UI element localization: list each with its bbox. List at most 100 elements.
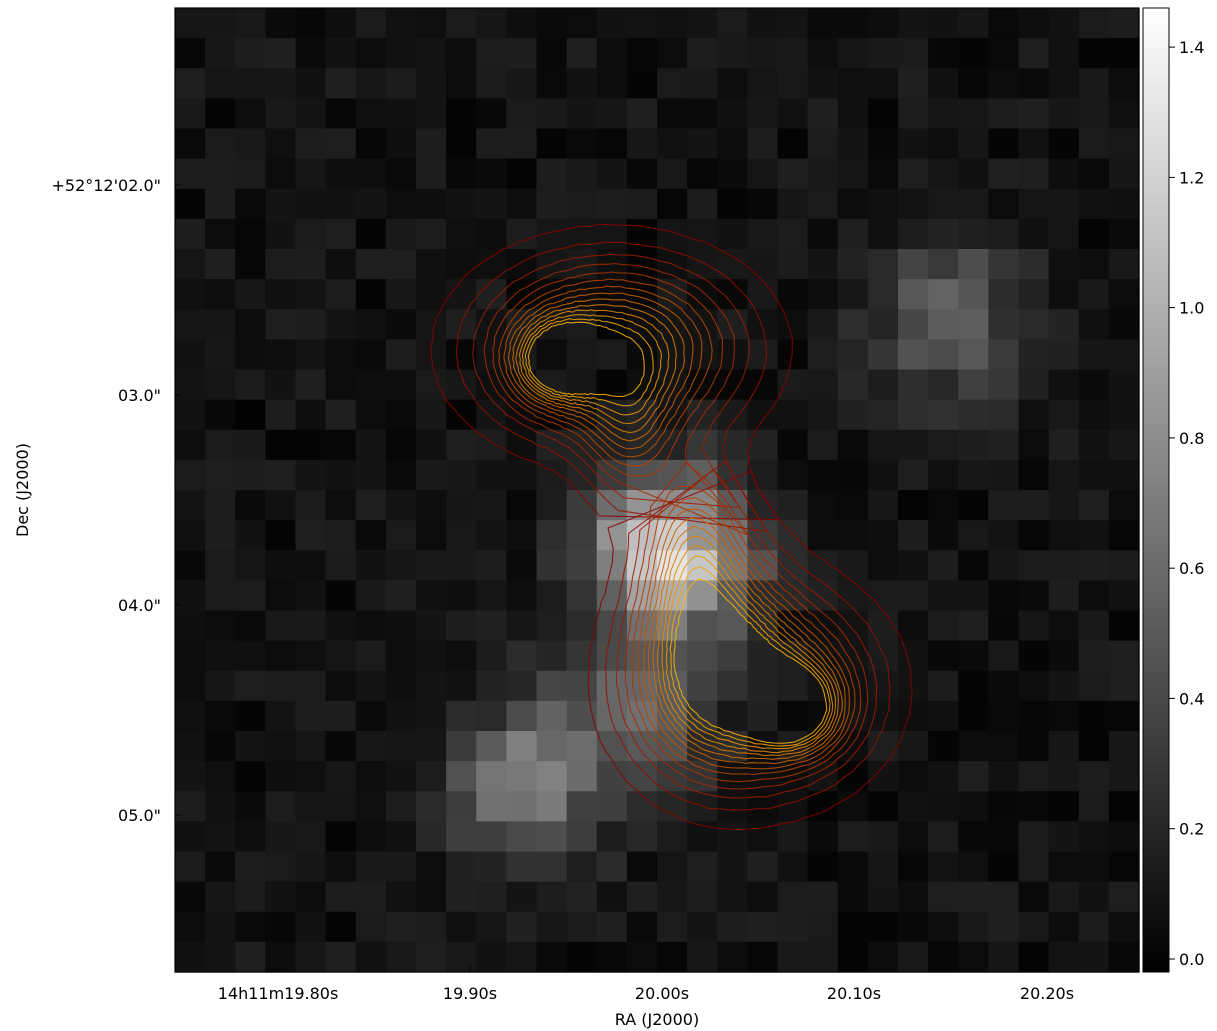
heatmap-cell xyxy=(596,821,628,853)
heatmap-cell xyxy=(385,911,417,943)
heatmap-cell xyxy=(837,851,869,883)
heatmap-cell xyxy=(506,8,538,39)
heatmap-cell xyxy=(867,459,899,491)
heatmap-cell xyxy=(325,128,357,160)
heatmap-cell xyxy=(476,941,507,973)
heatmap-cell xyxy=(958,941,989,973)
heatmap-cell xyxy=(1048,369,1080,401)
heatmap-cell xyxy=(446,249,477,280)
heatmap-cell xyxy=(205,98,236,130)
heatmap-cell xyxy=(898,731,929,762)
heatmap-cell xyxy=(837,791,869,822)
heatmap-cell xyxy=(325,249,357,280)
heatmap-cell xyxy=(807,911,839,943)
heatmap-cell xyxy=(235,670,266,702)
heatmap-cell xyxy=(506,38,538,69)
heatmap-cell xyxy=(928,399,959,431)
heatmap-cell xyxy=(898,98,929,130)
heatmap-cell xyxy=(355,610,387,642)
heatmap-cell xyxy=(807,38,839,69)
y-tick: +52°12'02.0" xyxy=(51,176,181,195)
heatmap-cell xyxy=(777,881,809,913)
heatmap-cell xyxy=(596,339,628,371)
heatmap-cell xyxy=(1018,731,1050,762)
heatmap-cell xyxy=(265,821,297,853)
contour-line xyxy=(503,285,703,458)
heatmap-cell xyxy=(1048,490,1080,521)
heatmap-cell xyxy=(777,821,809,853)
heatmap-cell xyxy=(1018,218,1050,250)
heatmap-cell xyxy=(175,68,206,99)
heatmap-cell xyxy=(476,580,507,612)
heatmap-cell xyxy=(325,339,357,371)
heatmap-cell xyxy=(807,339,839,371)
heatmap-cell xyxy=(657,520,688,551)
heatmap-cell xyxy=(1048,279,1080,310)
heatmap-cell xyxy=(1018,851,1050,883)
heatmap-cell xyxy=(1048,309,1080,340)
heatmap-cell xyxy=(295,731,327,762)
heatmap-cell xyxy=(265,38,297,69)
heatmap-cell xyxy=(1048,580,1080,612)
heatmap-cell xyxy=(205,731,236,762)
heatmap-cell xyxy=(687,429,718,461)
colorbar-frame xyxy=(1142,7,1170,973)
heatmap-cell xyxy=(657,851,688,883)
colorbar-tick: 0.6 xyxy=(1169,559,1204,578)
heatmap-cell xyxy=(1108,851,1140,883)
heatmap-cell xyxy=(416,249,447,280)
heatmap-cell xyxy=(1018,640,1050,672)
heatmap-cell xyxy=(657,218,688,250)
heatmap-cell xyxy=(1078,851,1110,883)
heatmap-cell xyxy=(717,68,748,99)
heatmap-cell xyxy=(747,459,779,491)
heatmap-cell xyxy=(235,851,266,883)
heatmap-cell xyxy=(988,188,1020,220)
heatmap-cell xyxy=(928,520,959,551)
heatmap-cell xyxy=(807,580,839,612)
heatmap-cell xyxy=(355,761,387,792)
heatmap-cell xyxy=(1018,188,1050,220)
heatmap-cell xyxy=(175,791,206,822)
heatmap-cell xyxy=(657,821,688,853)
heatmap-cell xyxy=(325,309,357,340)
heatmap-cell xyxy=(566,881,598,913)
heatmap-cell xyxy=(596,640,628,672)
heatmap-cell xyxy=(1108,279,1140,310)
heatmap-cell xyxy=(325,731,357,762)
heatmap-cell xyxy=(355,580,387,612)
heatmap-cell xyxy=(928,911,959,943)
heatmap-cell xyxy=(1078,731,1110,762)
heatmap-cell xyxy=(235,640,266,672)
heatmap-cell xyxy=(566,580,598,612)
heatmap-cell xyxy=(205,941,236,973)
heatmap-cell xyxy=(1108,8,1140,39)
heatmap-cell xyxy=(928,309,959,340)
heatmap-cell xyxy=(837,98,869,130)
heatmap-cell xyxy=(566,670,598,702)
heatmap-cell xyxy=(476,911,507,943)
heatmap-cell xyxy=(325,761,357,792)
heatmap-cell xyxy=(867,731,899,762)
heatmap-cell xyxy=(265,218,297,250)
heatmap-cell xyxy=(446,8,477,39)
x-tick-label: 19.90s xyxy=(443,984,497,1003)
heatmap-cell xyxy=(747,128,779,160)
heatmap-cell xyxy=(325,791,357,822)
heatmap-cell xyxy=(1018,700,1050,732)
heatmap-cell xyxy=(205,249,236,280)
heatmap-cell xyxy=(1108,429,1140,461)
heatmap-cell xyxy=(958,911,989,943)
heatmap-cell xyxy=(325,881,357,913)
heatmap-cell xyxy=(988,399,1020,431)
heatmap-cell xyxy=(385,731,417,762)
heatmap-cell xyxy=(506,188,538,220)
heatmap-cell xyxy=(446,550,477,581)
heatmap-cell xyxy=(325,369,357,401)
heatmap-cell xyxy=(626,911,658,943)
colorbar-tick: 1.4 xyxy=(1169,38,1204,57)
heatmap-cell xyxy=(1108,821,1140,853)
heatmap-cell xyxy=(837,38,869,69)
heatmap-cell xyxy=(416,550,447,581)
heatmap-cell xyxy=(988,158,1020,190)
